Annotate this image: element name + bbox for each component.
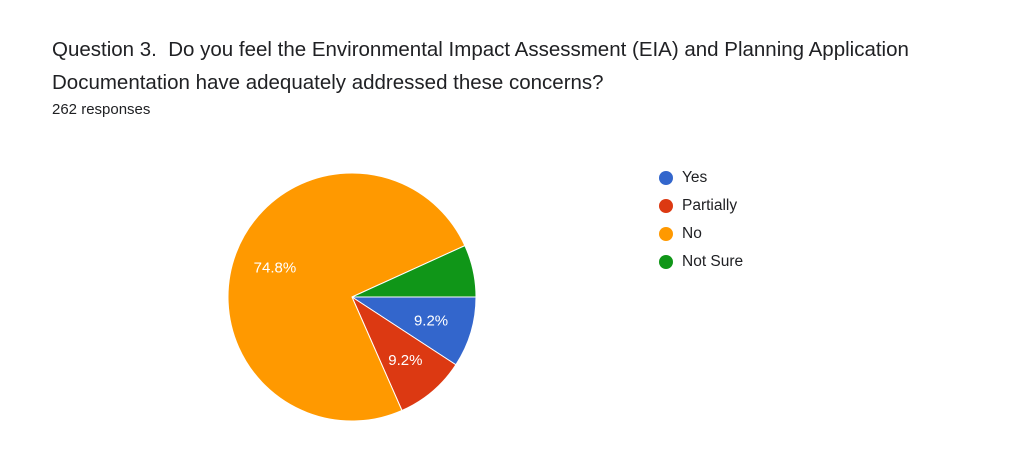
pie-label-yes: 9.2% <box>414 313 448 330</box>
pie-slice-no <box>227 172 466 422</box>
legend-label: Partially <box>682 197 738 214</box>
legend-label: No <box>682 225 702 242</box>
pie-slice-not-sure <box>351 244 477 298</box>
legend-item-yes[interactable]: Yes <box>659 164 743 192</box>
pie-label-partially: 9.2% <box>388 352 422 369</box>
legend-swatch <box>659 255 673 269</box>
legend-label: Not Sure <box>682 253 744 270</box>
legend-swatch <box>659 199 673 213</box>
legend-item-no[interactable]: No <box>659 220 743 248</box>
chart-legend: Yes Partially No Not Sure <box>659 164 743 276</box>
question-title: Question 3. Do you feel the Environmenta… <box>52 38 915 94</box>
legend-swatch <box>659 227 673 241</box>
legend-swatch <box>659 171 673 185</box>
response-count: 262 responses <box>52 101 151 118</box>
pie-label-no: 74.8% <box>254 260 297 277</box>
legend-label: Yes <box>682 169 708 186</box>
legend-item-partially[interactable]: Partially <box>659 192 743 220</box>
legend-item-not-sure[interactable]: Not Sure <box>659 248 743 276</box>
